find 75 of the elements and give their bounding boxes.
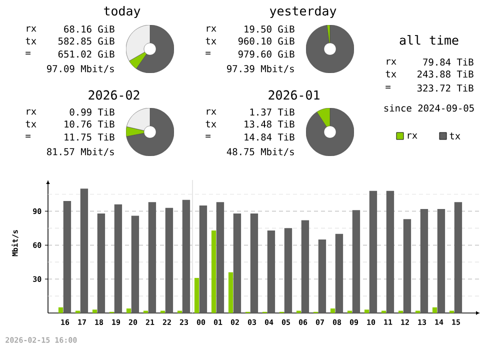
bar — [403, 219, 412, 313]
bar — [126, 308, 132, 313]
bar — [80, 188, 88, 313]
bar — [199, 206, 208, 313]
bar — [352, 210, 360, 313]
text: 14.84 TiB — [244, 133, 294, 141]
bar — [335, 234, 344, 313]
text: 0.99 TiB — [70, 108, 114, 116]
text: 582.85 GiB — [58, 37, 114, 45]
bar — [211, 230, 216, 313]
text: rx — [206, 109, 216, 115]
legend-label: tx — [450, 132, 460, 140]
bar — [114, 204, 122, 313]
text: tx — [206, 38, 216, 44]
chart-title: 2026-02 — [88, 90, 140, 100]
chart-title: 2026-01 — [268, 90, 320, 100]
text: 97.09 Mbit/s — [47, 64, 114, 74]
text: 979.60 GiB — [238, 50, 294, 58]
bar — [369, 190, 378, 313]
text: tx — [206, 120, 216, 128]
text: 81.57 Mbit/s — [47, 148, 114, 156]
text: = — [206, 52, 210, 55]
bar — [165, 208, 174, 313]
text: tx — [26, 120, 36, 128]
text: 48.75 Mbit/s — [226, 148, 294, 156]
text: 97.39 Mbit/s — [227, 64, 294, 74]
bar — [386, 190, 394, 313]
bar — [432, 307, 438, 313]
bar — [148, 202, 156, 313]
text: 323.72 TiB — [417, 84, 474, 92]
text: tx — [26, 38, 36, 44]
text: = — [206, 134, 210, 138]
text: = — [26, 134, 30, 138]
text: tx — [386, 70, 396, 78]
bar — [58, 307, 64, 313]
bar — [284, 228, 292, 313]
bar — [182, 200, 190, 313]
bar — [63, 201, 72, 313]
text: rx — [26, 109, 36, 115]
bar — [420, 208, 428, 313]
bar — [216, 202, 224, 313]
text: 10.76 TiB — [64, 120, 114, 128]
text: rx — [26, 26, 36, 32]
bar — [228, 272, 234, 313]
text: 68.16 GiB — [64, 25, 114, 33]
legend-label: rx — [408, 133, 418, 139]
text: since 2024-09-05 — [384, 104, 474, 112]
text: all time — [400, 35, 458, 45]
bar — [131, 216, 140, 313]
text: rx — [206, 26, 216, 32]
bar — [437, 208, 446, 313]
text: = — [26, 52, 30, 55]
bar — [194, 278, 200, 313]
bar — [97, 213, 106, 313]
text: 243.88 TiB — [418, 70, 474, 78]
bar — [250, 213, 258, 313]
bar — [92, 310, 98, 313]
bar — [454, 202, 462, 313]
bar — [364, 310, 370, 313]
text: 651.02 GiB — [58, 50, 114, 58]
bar — [318, 239, 326, 313]
text: = — [386, 86, 390, 89]
text: 19.50 GiB — [244, 25, 294, 33]
chart-title: yesterday — [270, 6, 336, 18]
bar — [233, 213, 242, 313]
text: 11.75 TiB — [64, 133, 114, 141]
text: 1.37 TiB — [250, 108, 294, 116]
text: 79.84 TiB — [423, 58, 474, 66]
bar — [330, 308, 336, 313]
chart-title: today — [104, 6, 140, 18]
text: rx — [386, 59, 396, 65]
bar — [267, 230, 276, 313]
text: 960.10 GiB — [238, 37, 294, 45]
text: 13.48 TiB — [244, 120, 294, 128]
bar — [301, 220, 310, 313]
